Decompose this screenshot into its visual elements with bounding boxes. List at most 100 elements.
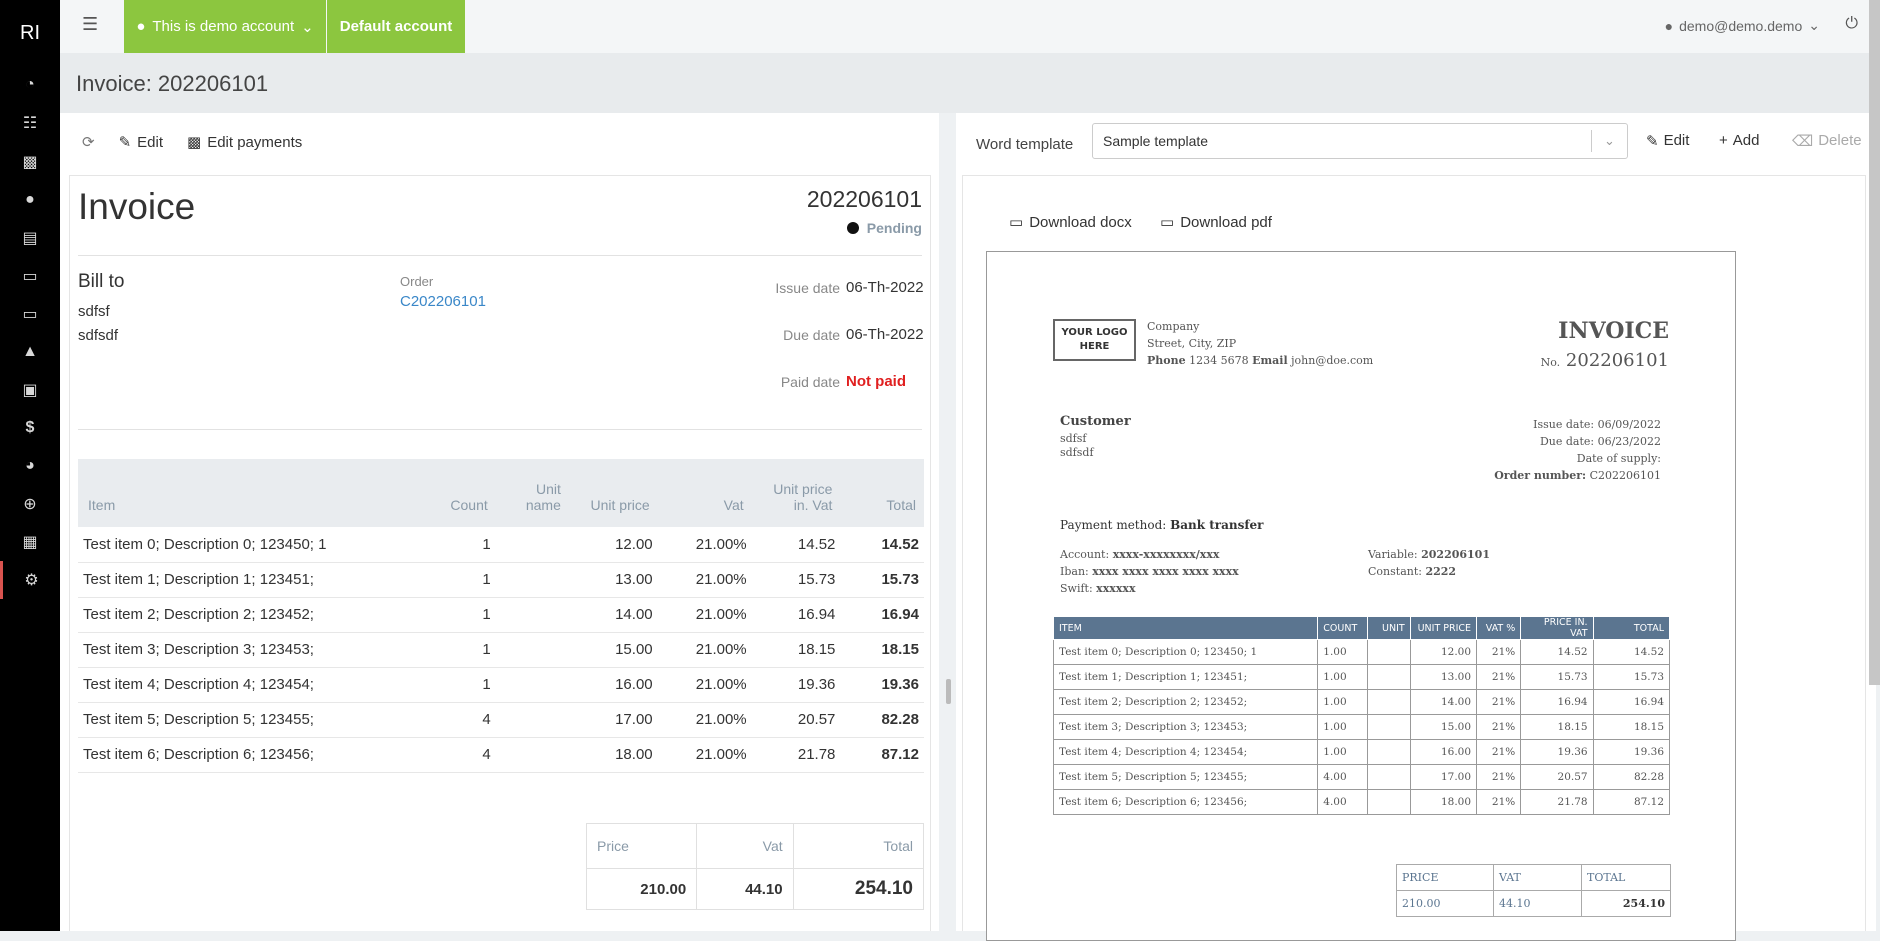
company-contact: Phone 1234 5678 Email john@doe.com <box>1147 354 1374 367</box>
preview-cell-price: 16.00 <box>1409 739 1478 765</box>
preview-table-row: Test item 3; Description 3; 123453; 1.00 1… <box>1052 714 1671 740</box>
template-edit-button[interactable]: ✎ Edit <box>1646 132 1689 150</box>
cell-item: Test item 6; Description 6; 123456; <box>78 737 423 773</box>
paid-date-label: Paid date <box>780 374 840 390</box>
template-edit-label: Edit <box>1663 132 1690 149</box>
divider <box>78 429 922 430</box>
cell-unit <box>495 597 569 633</box>
preview-cell-total: 19.36 <box>1592 739 1671 765</box>
preview-summary-price-label: PRICE <box>1396 864 1494 891</box>
page-scrollbar[interactable] <box>1869 0 1880 685</box>
company-name: Company <box>1147 320 1200 333</box>
due-date-label: Due date <box>783 327 840 343</box>
file-text-icon[interactable]: ▭ <box>22 306 38 323</box>
download-pdf-label: Download pdf <box>1180 213 1272 231</box>
edit-label: Edit <box>137 133 164 151</box>
plus-icon: + <box>1719 132 1728 149</box>
user-icon: ● <box>136 18 146 35</box>
cell-price-vat: 20.57 <box>751 702 841 738</box>
cell-total: 18.15 <box>840 632 924 668</box>
preview-items-table: ITEM COUNT UNIT UNIT PRICE VAT % PRICE I… <box>1052 616 1671 815</box>
preview-number: No. 202206101 <box>1540 350 1669 371</box>
cell-price-vat: 21.78 <box>751 737 841 773</box>
preview-cell-vat: 21% <box>1476 714 1522 740</box>
download-docx-button[interactable]: ▭ Download docx <box>1009 213 1132 232</box>
template-delete-button[interactable]: ⌫ Delete <box>1792 132 1862 150</box>
preview-table-row: Test item 2; Description 2; 123452; 1.00 1… <box>1052 689 1671 715</box>
preview-table-row: Test item 4; Description 4; 123454; 1.00 1… <box>1052 739 1671 765</box>
preview-cell-count: 1.00 <box>1317 639 1368 665</box>
top-bar: ☰ ● This is demo account ⌄ Default accou… <box>60 0 1880 53</box>
download-docx-label: Download docx <box>1029 213 1132 231</box>
order-link[interactable]: C202206101 <box>400 293 486 310</box>
dashboard-icon[interactable]: ◔ <box>25 76 35 93</box>
word-template-select[interactable]: Sample template ⌄ <box>1092 123 1628 159</box>
power-icon[interactable]: ⏻ <box>1845 15 1858 32</box>
sitemap-icon[interactable]: ▦ <box>22 534 38 551</box>
preview-cell-total: 15.73 <box>1592 664 1671 690</box>
preview-cell-unit <box>1366 789 1411 815</box>
preview-cell-price: 13.00 <box>1409 664 1478 690</box>
preview-cell-vat: 21% <box>1476 789 1522 815</box>
status-dot-icon <box>846 222 859 234</box>
preview-cell-price-vat: 21.78 <box>1520 789 1594 815</box>
customer-line: sdfsdf <box>1060 446 1094 459</box>
brand-logo[interactable]: RI <box>20 22 40 44</box>
edit-button[interactable]: ✎ Edit <box>119 133 164 152</box>
demo-account-button[interactable]: ● This is demo account ⌄ <box>124 0 326 53</box>
preview-cell-unit <box>1366 764 1411 790</box>
file-icon[interactable]: ▭ <box>22 268 38 285</box>
folder-open-icon[interactable]: ▤ <box>22 230 38 247</box>
invoice-heading: Invoice <box>78 186 196 227</box>
table-row: Test item 1; Description 1; 123451; 1 13.0… <box>78 562 924 598</box>
preview-heading: INVOICE <box>1558 318 1669 344</box>
cell-price: 16.00 <box>568 667 658 703</box>
preview-cell-count: 4.00 <box>1317 789 1368 815</box>
cell-price-vat: 19.36 <box>751 667 841 703</box>
download-pdf-button[interactable]: ▭ Download pdf <box>1160 213 1272 232</box>
cell-total: 16.94 <box>840 597 924 633</box>
items-table: Item Count Unit name Unit price Vat Unit … <box>78 459 924 773</box>
settings-icon[interactable]: ⚙ <box>0 561 60 599</box>
preview-cell-vat: 21% <box>1476 689 1522 715</box>
cart-icon[interactable]: ▣ <box>22 382 38 399</box>
preview-col-total: TOTAL <box>1592 616 1671 640</box>
basket-icon[interactable]: ▲ <box>22 343 38 360</box>
pie-chart-icon[interactable]: ◕ <box>25 457 35 474</box>
template-add-button[interactable]: + Add <box>1719 132 1759 149</box>
edit-payments-button[interactable]: ▩ Edit payments <box>187 133 303 152</box>
cell-vat: 21.00% <box>657 702 752 738</box>
map-marker-icon[interactable]: ● <box>25 191 35 208</box>
totals-price-value: 210.00 <box>585 868 698 910</box>
word-template-value: Sample template <box>1103 133 1209 149</box>
cell-item: Test item 0; Description 0; 123450; 1 <box>78 527 423 563</box>
preview-cell-count: 1.00 <box>1317 689 1368 715</box>
preview-date-of-supply: Date of supply: <box>1576 452 1661 465</box>
cell-vat: 21.00% <box>657 632 752 668</box>
hamburger-menu-icon[interactable]: ☰ <box>82 14 99 34</box>
user-menu[interactable]: ● demo@demo.demo ⌄ <box>1665 17 1820 34</box>
cell-price-vat: 18.15 <box>751 632 841 668</box>
col-unit-name: Unit name <box>495 459 569 527</box>
cell-unit <box>495 527 569 563</box>
cell-count: 1 <box>422 597 496 633</box>
panel-splitter-handle[interactable] <box>946 679 951 704</box>
col-total: Total <box>840 459 924 527</box>
barcode-icon[interactable]: ☷ <box>22 115 38 132</box>
preview-col-price-vat: PRICE IN. VAT <box>1520 616 1594 640</box>
preview-cell-price: 18.00 <box>1409 789 1478 815</box>
cell-total: 87.12 <box>840 737 924 773</box>
invoice-number: 202206101 <box>806 186 922 212</box>
company-block: Company Street, City, ZIP Phone 1234 567… <box>1147 318 1373 369</box>
default-account-button[interactable]: Default account <box>327 0 465 53</box>
edit-payments-label: Edit payments <box>207 133 303 151</box>
crosshairs-icon[interactable]: ⊕ <box>23 496 37 513</box>
status-badge: Pending <box>846 220 922 236</box>
cell-vat: 21.00% <box>657 597 752 633</box>
preview-dates: Issue date: 06/09/2022 Due date: 06/23/2… <box>1494 416 1661 484</box>
chevron-down-icon: ⌄ <box>1808 17 1820 33</box>
refresh-icon[interactable]: ⟳ <box>82 134 95 151</box>
preview-card: ▭ Download docx ▭ Download pdf YOUR LOGO… <box>962 175 1866 941</box>
dollar-icon[interactable]: $ <box>25 419 35 436</box>
boxes-icon[interactable]: ▩ <box>22 154 38 171</box>
